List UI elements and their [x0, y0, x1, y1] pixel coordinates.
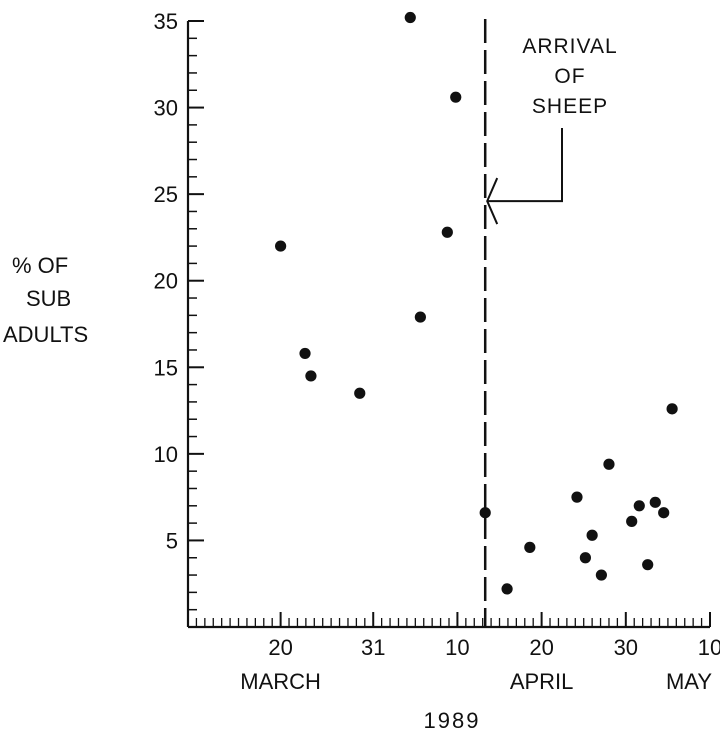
- data-point: [305, 370, 317, 382]
- data-point: [354, 387, 366, 399]
- sheep-arrival-marker: [483, 19, 563, 627]
- data-point: [642, 559, 654, 571]
- data-point: [571, 491, 583, 503]
- x-tick-label: 20: [268, 635, 292, 660]
- x-axis-ticks: 20 31 10 20 30 10 MARCH APRIL MAY: [187, 612, 720, 694]
- y-axis-label-line-2: SUB: [26, 286, 71, 311]
- data-point: [603, 458, 615, 470]
- y-axis-label-line-1: % OF: [12, 253, 68, 278]
- axes: [186, 21, 710, 629]
- y-tick-label: 10: [154, 442, 178, 467]
- x-axis-year-label: 1989: [424, 708, 481, 733]
- annotation-line-3: SHEEP: [532, 95, 608, 118]
- y-tick-label: 15: [154, 355, 178, 380]
- y-axis-label-line-3: ADULTS: [3, 322, 88, 347]
- data-point: [501, 583, 513, 595]
- data-point: [666, 403, 678, 415]
- data-point: [479, 507, 491, 519]
- data-point: [586, 529, 598, 541]
- x-tick-label: 31: [361, 635, 385, 660]
- data-point: [626, 515, 638, 527]
- annotation-arrowhead: [486, 177, 499, 225]
- annotation-line-1: ARRIVAL: [522, 35, 617, 58]
- annotation-leader-line: [488, 128, 563, 203]
- x-month-label: APRIL: [510, 669, 574, 694]
- data-point: [299, 347, 311, 360]
- y-tick-label: 30: [154, 96, 178, 121]
- data-point: [275, 240, 287, 252]
- x-tick-label: 10: [445, 635, 469, 660]
- x-tick-label: 10: [698, 635, 720, 660]
- x-month-label: MAY: [666, 669, 712, 694]
- annotation-line-2: OF: [554, 65, 585, 88]
- data-point: [450, 91, 462, 103]
- y-tick-label: 35: [154, 9, 178, 34]
- y-axis-ticks: 5 10 15 20 25 30 35: [154, 9, 204, 611]
- data-point: [633, 500, 645, 512]
- data-point: [595, 569, 607, 581]
- data-point: [414, 311, 426, 323]
- data-point: [658, 507, 670, 519]
- data-point: [524, 541, 536, 553]
- data-point: [649, 496, 661, 508]
- x-tick-label: 30: [614, 635, 638, 660]
- data-point: [441, 226, 453, 238]
- data-point: [579, 552, 591, 564]
- x-tick-label: 20: [529, 635, 553, 660]
- y-tick-label: 5: [166, 528, 178, 553]
- data-point: [404, 11, 416, 24]
- data-points: [275, 11, 678, 595]
- x-month-label: MARCH: [240, 669, 321, 694]
- y-tick-label: 20: [154, 269, 178, 294]
- y-tick-label: 25: [154, 182, 178, 207]
